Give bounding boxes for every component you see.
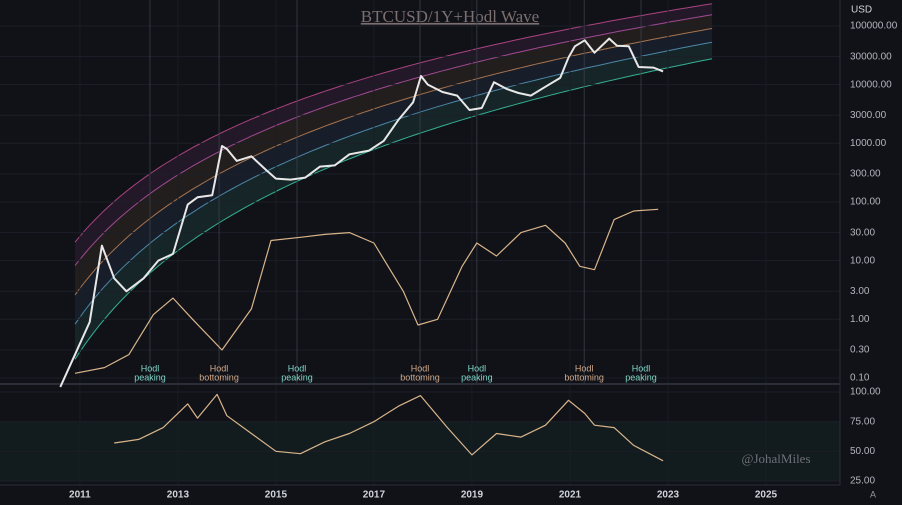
- annotation: bottoming: [564, 372, 604, 382]
- x-tick-label: 2021: [559, 490, 582, 501]
- annotation: Hodl: [468, 363, 487, 373]
- y-tick-label: 300.00: [850, 169, 881, 180]
- annotation: bottoming: [400, 372, 440, 382]
- annotation: peaking: [281, 372, 313, 382]
- annotation: Hodl: [411, 363, 430, 373]
- y-tick-label: 0.30: [850, 345, 870, 356]
- series-line: [59, 37, 664, 388]
- y-tick-label: 75.00: [850, 416, 875, 427]
- y-tick-label: 10000.00: [850, 79, 892, 90]
- y-tick-label: 100000.00: [850, 21, 898, 32]
- x-tick-label: 2019: [461, 490, 484, 501]
- annotation: bottoming: [199, 372, 239, 382]
- band-line: [74, 28, 713, 296]
- y-tick-label: 50.00: [850, 446, 875, 457]
- chart-title: BTCUSD/1Y+Hodl Wave: [361, 7, 539, 26]
- annotation: Hodl: [210, 363, 229, 373]
- series-line: [114, 393, 664, 462]
- y-tick-label: 30000.00: [850, 51, 892, 62]
- y-tick-label: 3000.00: [850, 110, 887, 121]
- x-tick-label: 2025: [755, 490, 778, 501]
- band-line: [74, 3, 713, 243]
- auto-scale-button[interactable]: A: [870, 489, 876, 499]
- y-tick-label: 3.00: [850, 286, 870, 297]
- band-line: [74, 58, 713, 360]
- annotation: Hodl: [288, 363, 307, 373]
- annotation: Hodl: [632, 363, 651, 373]
- annotation: Hodl: [141, 363, 160, 373]
- band-line: [74, 41, 713, 325]
- annotation: peaking: [461, 372, 493, 382]
- y-tick-label: 1000.00: [850, 138, 887, 149]
- series-line: [74, 208, 659, 374]
- y-tick-label: 10.00: [850, 255, 875, 266]
- y-tick-label: 0.10: [850, 373, 870, 384]
- x-tick-label: 2017: [363, 490, 386, 501]
- annotation: Hodl: [575, 363, 594, 373]
- annotation: peaking: [625, 372, 657, 382]
- watermark: @JohalMiles: [741, 451, 810, 466]
- y-tick-label: 30.00: [850, 227, 875, 238]
- axis-unit: USD: [851, 5, 872, 16]
- y-tick-label: 100.00: [850, 197, 881, 208]
- x-tick-label: 2015: [265, 490, 288, 501]
- y-tick-label: 1.00: [850, 314, 870, 325]
- annotation: peaking: [134, 372, 166, 382]
- x-tick-label: 2011: [69, 490, 91, 501]
- x-tick-label: 2023: [657, 490, 680, 501]
- y-tick-label: 100.00: [850, 387, 881, 398]
- y-tick-label: 25.00: [850, 476, 875, 487]
- x-tick-label: 2013: [167, 490, 190, 501]
